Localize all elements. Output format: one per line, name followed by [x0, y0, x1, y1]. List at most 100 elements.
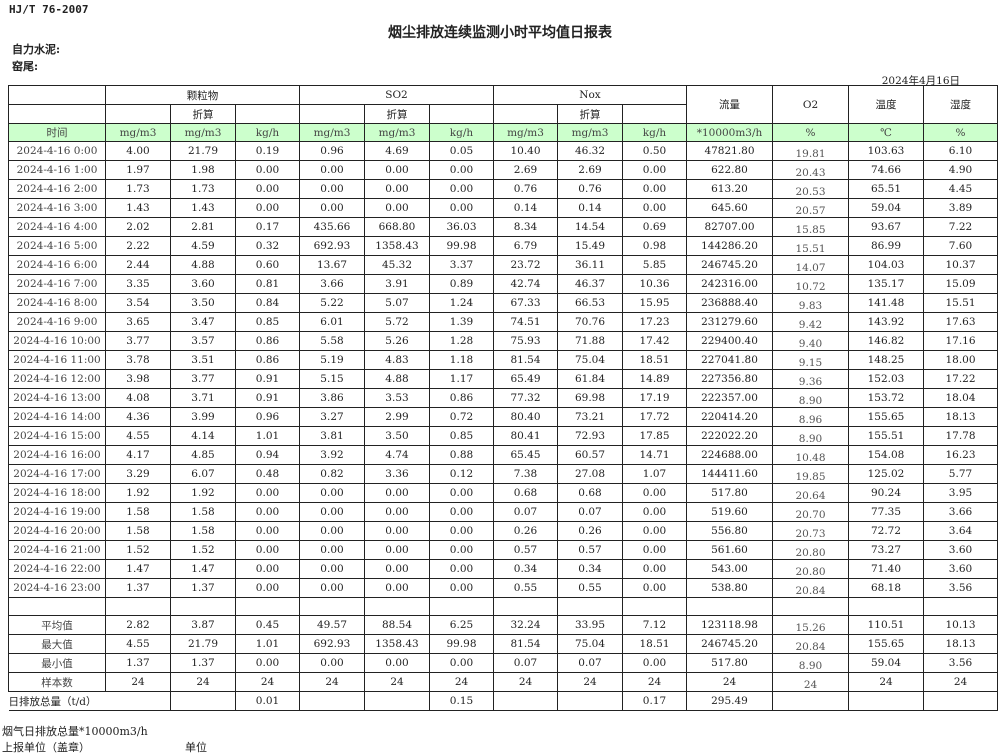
value-cell: 10.36: [622, 274, 687, 294]
value-cell: 17.19: [622, 388, 687, 408]
value-cell: 2.69: [557, 160, 623, 180]
value-cell: 81.54: [493, 634, 558, 654]
value-cell: 8.90: [772, 653, 849, 673]
value-cell: 5.77: [923, 464, 998, 484]
value-cell: 0.76: [557, 179, 623, 199]
value-cell: 1.18: [429, 350, 494, 370]
so2-daily-total: 0.15: [429, 691, 494, 711]
value-cell: 246745.20: [686, 634, 773, 654]
value-cell: 73.27: [848, 540, 924, 560]
value-cell: 15.95: [622, 293, 687, 313]
header-nox-converted: 折算: [557, 104, 623, 124]
value-cell: 3.47: [170, 312, 236, 332]
empty-cell: [686, 597, 773, 616]
value-cell: 18.51: [622, 634, 687, 654]
value-cell: 3.66: [923, 502, 998, 522]
unit-header-cell: mg/m3: [105, 123, 171, 142]
value-cell: 0.00: [429, 502, 494, 522]
value-cell: 5.19: [299, 350, 365, 370]
table-row: 2024-4-16 19:00 1.58 1.58 0.00 0.00 0.00 0.00 0…: [8, 502, 998, 522]
value-cell: 86.99: [848, 236, 924, 256]
value-cell: 1.47: [170, 559, 236, 579]
value-cell: 152.03: [848, 369, 924, 389]
table-row: 2024-4-16 11:00 3.78 3.51 0.86 5.19 4.83 1.18 8…: [8, 350, 998, 370]
header-blank: [299, 104, 365, 124]
value-cell: 1.73: [105, 179, 171, 199]
value-cell: 3.65: [105, 312, 171, 332]
table-row: 2024-4-16 7:00 3.35 3.60 0.81 3.66 3.91 0.89 42…: [8, 274, 998, 294]
value-cell: 0.86: [235, 331, 300, 351]
value-cell: 13.67: [299, 255, 365, 275]
time-cell: 2024-4-16 16:00: [8, 445, 106, 465]
value-cell: 10.72: [772, 274, 849, 294]
value-cell: 15.51: [772, 236, 849, 256]
value-cell: 0.00: [299, 483, 365, 503]
value-cell: 18.13: [923, 634, 998, 654]
value-cell: 3.99: [170, 407, 236, 427]
value-cell: 0.76: [493, 179, 558, 199]
value-cell: 1.37: [105, 653, 171, 673]
value-cell: 3.81: [299, 426, 365, 446]
value-cell: 81.54: [493, 350, 558, 370]
value-cell: 1.92: [105, 483, 171, 503]
value-cell: 0.00: [622, 198, 687, 218]
time-cell: 2024-4-16 6:00: [8, 255, 106, 275]
value-cell: 538.80: [686, 578, 773, 598]
value-cell: 0.00: [364, 521, 430, 541]
value-cell: 3.60: [923, 559, 998, 579]
unit-header-cell: mg/m3: [364, 123, 430, 142]
value-cell: 0.00: [429, 179, 494, 199]
value-cell: 1.58: [105, 502, 171, 522]
table-row: 2024-4-16 2:00 1.73 1.73 0.00 0.00 0.00 0.00 0.…: [8, 179, 998, 199]
value-cell: 3.60: [170, 274, 236, 294]
value-cell: 0.96: [299, 141, 365, 161]
value-cell: 90.24: [848, 483, 924, 503]
value-cell: 0.00: [364, 559, 430, 579]
value-cell: 3.29: [105, 464, 171, 484]
unit-header-cell: %: [923, 123, 998, 142]
value-cell: 222357.00: [686, 388, 773, 408]
value-cell: 517.80: [686, 653, 773, 673]
value-cell: 1.73: [170, 179, 236, 199]
time-cell: 2024-4-16 0:00: [8, 141, 106, 161]
value-cell: 2.99: [364, 407, 430, 427]
value-cell: 0.68: [557, 483, 623, 503]
value-cell: 692.93: [299, 634, 365, 654]
value-cell: 24: [105, 672, 171, 692]
value-cell: 4.36: [105, 407, 171, 427]
time-cell: 2024-4-16 12:00: [8, 369, 106, 389]
unit-header-cell: kg/h: [622, 123, 687, 142]
value-cell: 15.09: [923, 274, 998, 294]
value-cell: 3.53: [364, 388, 430, 408]
value-cell: 153.72: [848, 388, 924, 408]
value-cell: 6.25: [429, 615, 494, 635]
value-cell: 561.60: [686, 540, 773, 560]
value-cell: 3.27: [299, 407, 365, 427]
value-cell: 0.86: [429, 388, 494, 408]
value-cell: 0.55: [493, 578, 558, 598]
value-cell: 0.34: [557, 559, 623, 579]
value-cell: 3.98: [105, 369, 171, 389]
value-cell: 1.47: [105, 559, 171, 579]
value-cell: 7.38: [493, 464, 558, 484]
value-cell: 0.00: [364, 540, 430, 560]
empty-cell: [622, 597, 687, 616]
value-cell: 103.63: [848, 141, 924, 161]
value-cell: 0.84: [235, 293, 300, 313]
empty-cell: [299, 691, 365, 711]
value-cell: 20.57: [772, 198, 849, 218]
unit-header-cell: mg/m3: [170, 123, 236, 142]
value-cell: 45.32: [364, 255, 430, 275]
value-cell: 17.63: [923, 312, 998, 332]
value-cell: 231279.60: [686, 312, 773, 332]
value-cell: 9.83: [772, 293, 849, 313]
value-cell: 32.24: [493, 615, 558, 635]
value-cell: 3.60: [923, 540, 998, 560]
value-cell: 4.88: [170, 255, 236, 275]
value-cell: 0.89: [429, 274, 494, 294]
value-cell: 1.39: [429, 312, 494, 332]
daily-report-table: 颗粒物 SO2 Nox 流量 O2 温度 湿度 折算 折算 折算 时间 mg/m3…: [8, 85, 998, 711]
value-cell: 135.17: [848, 274, 924, 294]
value-cell: 9.15: [772, 350, 849, 370]
value-cell: 3.78: [105, 350, 171, 370]
